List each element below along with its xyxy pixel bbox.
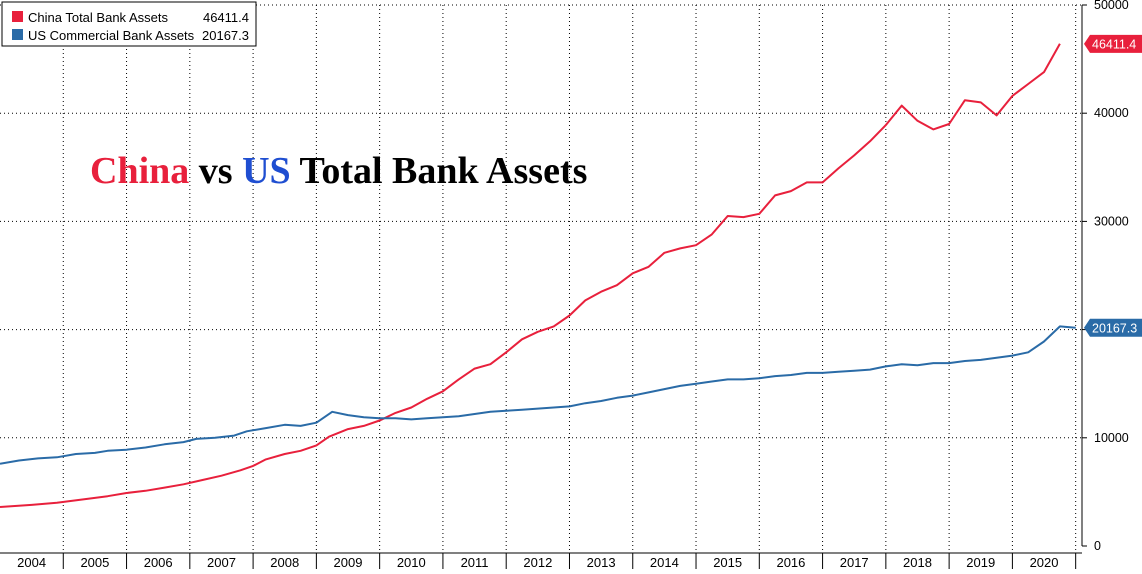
legend-label-us: US Commercial Bank Assets [28, 28, 195, 43]
x-tick-label: 2017 [840, 555, 869, 569]
x-tick-label: 2004 [17, 555, 46, 569]
title-part: China [90, 150, 189, 192]
series-line-china [0, 43, 1061, 508]
y-tick-label: 50000 [1094, 0, 1129, 12]
legend-value-china: 46411.4 [203, 10, 249, 25]
y-tick-label: 10000 [1094, 431, 1129, 445]
legend-value-us: 20167.3 [202, 28, 249, 43]
end-value-label: 46411.4 [1092, 37, 1136, 51]
x-tick-label: 2011 [461, 555, 489, 569]
x-tick-label: 2019 [966, 555, 995, 569]
title-part: vs [189, 150, 242, 192]
y-axis: 01000020000300004000050000 [1081, 0, 1129, 553]
end-value-label: 20167.3 [1092, 321, 1137, 335]
x-tick-label: 2006 [144, 555, 173, 569]
x-tick-label: 2012 [523, 555, 552, 569]
x-tick-label: 2020 [1030, 555, 1059, 569]
series-lines [0, 43, 1076, 508]
x-tick-label: 2007 [207, 555, 236, 569]
end-value-tag [1084, 318, 1142, 337]
legend-box [1, 1, 257, 47]
x-tick-label: 2013 [587, 555, 616, 569]
x-tick-label: 2014 [650, 555, 679, 569]
chart-title: China vs US Total Bank Assets [90, 150, 587, 192]
legend: China Total Bank Assets 46411.4 US Comme… [1, 1, 257, 47]
y-tick-label: 30000 [1094, 214, 1129, 228]
gridlines [0, 4, 1082, 553]
series-line-us [0, 325, 1076, 465]
legend-swatch-us [12, 29, 23, 40]
x-tick-label: 2015 [713, 555, 742, 569]
x-tick-label: 2016 [776, 555, 805, 569]
x-tick-label: 2010 [397, 555, 426, 569]
end-value-labels: 46411.4 20167.3 [1084, 34, 1142, 337]
y-tick-label: 40000 [1094, 106, 1129, 120]
y-tick-label: 0 [1094, 539, 1101, 553]
title-part: US [242, 150, 291, 192]
x-tick-label: 2008 [270, 555, 299, 569]
end-value-tag [1084, 34, 1142, 53]
title-part: Total Bank Assets [291, 150, 588, 192]
legend-label-china: China Total Bank Assets [28, 10, 168, 25]
x-tick-label: 2005 [80, 555, 109, 569]
legend-swatch-china [12, 11, 23, 22]
x-tick-label: 2009 [334, 555, 363, 569]
x-axis: 2004 2005 2006 2007 2008 2009 2010 2011 2012 2013… [0, 552, 1082, 570]
x-tick-label: 2018 [903, 555, 932, 569]
